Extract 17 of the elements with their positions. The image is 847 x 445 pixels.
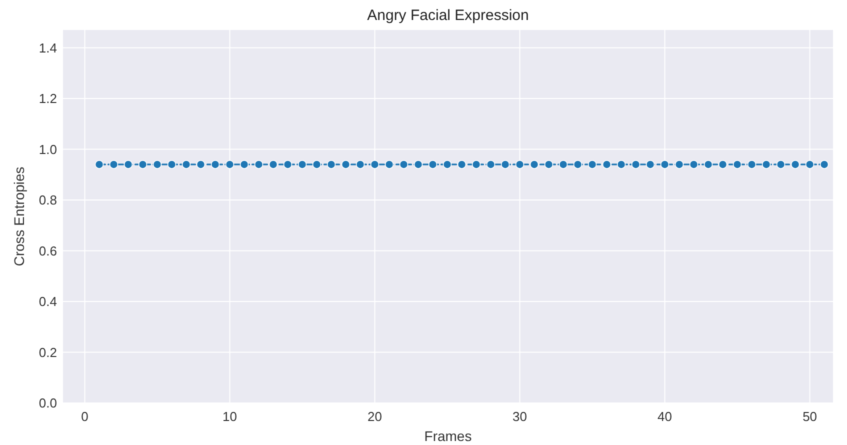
y-tick-label: 1.2 bbox=[38, 91, 57, 106]
y-tick-label: 0.0 bbox=[38, 396, 57, 410]
chart-title: Angry Facial Expression bbox=[367, 7, 529, 24]
x-tick-label: 10 bbox=[222, 409, 237, 424]
x-tick-label: 0 bbox=[81, 409, 88, 424]
y-tick-label: 0.4 bbox=[38, 294, 57, 310]
x-tick-label: 30 bbox=[512, 409, 528, 424]
x-tick-label: 50 bbox=[802, 409, 818, 424]
y-tick-label: 0.8 bbox=[38, 192, 57, 208]
y-tick-label: 0.2 bbox=[38, 344, 57, 360]
y-tick-label: 1.4 bbox=[38, 40, 57, 56]
y-tick-label: 1.0 bbox=[38, 142, 57, 157]
x-tick-label: 20 bbox=[368, 409, 382, 424]
y-axis-title: Cross Entropies bbox=[11, 166, 27, 266]
x-tick-label: 40 bbox=[658, 409, 672, 424]
x-axis-title: Frames bbox=[424, 428, 472, 444]
y-tick-label: 0.6 bbox=[38, 243, 57, 258]
